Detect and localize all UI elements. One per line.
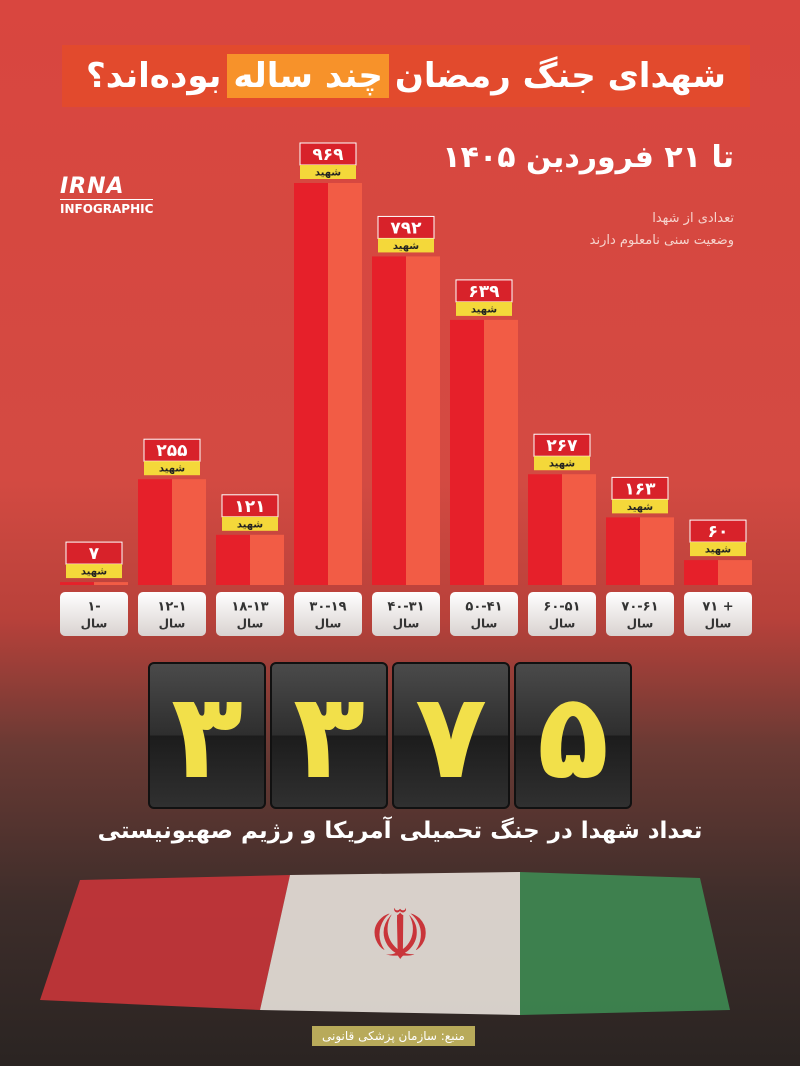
bar [60,582,128,585]
bar [372,256,440,585]
unit-box [300,165,356,179]
x-tick-unit: سال [627,617,654,631]
value-unit: شهید [549,459,575,470]
counter-digit: ۳ [148,662,266,809]
note-line: وضعیت سنی نامعلوم دارند [589,233,734,248]
x-tick-unit: سال [705,617,732,631]
x-tick-label: ۱۸-۱۳ [231,600,268,615]
bar [450,319,518,585]
source: منبع: سازمان پزشکی قانونی [312,1026,475,1046]
value-unit: شهید [705,545,731,556]
title-part: بوده‌اند؟ [86,56,222,96]
logo: IRNA INFOGRAPHIC [60,174,154,216]
x-tick-label: ۶۰-۵۱ [543,600,580,615]
unit-box [612,499,668,514]
value-label: ۲۵۵ [156,441,187,461]
emblem: ☫ [369,894,432,976]
x-tick-unit: سال [81,617,108,631]
note: تعدادی از شهدا وضعیت سنی نامعلوم دارند [590,208,734,252]
value-label: ۱۶۳ [624,479,656,499]
bar [684,560,752,585]
counter-digit: ۵ [514,662,632,809]
unit-box [690,542,746,557]
x-tick-unit: سال [471,617,498,631]
logo-label: INFOGRAPHIC [60,199,154,216]
logo-name: IRNA [60,174,125,199]
category-box [606,592,674,636]
bar [528,474,596,585]
value-label: ۹۶۹ [312,145,344,165]
counter-digit: ۷ [392,662,510,809]
value-unit: شهید [315,168,341,179]
category-box [450,592,518,636]
x-tick-label: ۱۲-۱ [157,600,186,615]
value-unit: شهید [237,519,263,530]
caption: تعداد شهدا در جنگ تحمیلی آمریکا و رژیم ص… [97,818,703,844]
value-label: ۶۳۹ [468,282,500,302]
x-tick-label: ۵۰-۴۱ [465,600,502,615]
bar [606,517,674,585]
x-tick-unit: سال [315,617,342,631]
x-tick-label: ۱- [87,600,100,615]
title-highlight: چند ساله [227,54,389,98]
category-box [684,592,752,636]
value-label: ۷ [89,544,100,564]
value-unit: شهید [393,241,419,252]
value-label: ۶۰ [708,522,729,542]
title: شهدای جنگ رمضان چند ساله بوده‌اند؟ [62,45,750,107]
category-box [372,592,440,636]
category-box [60,592,128,636]
value-label: ۱۲۱ [234,497,265,517]
unit-box [66,564,122,579]
value-unit: شهید [471,304,497,315]
value-unit: شهید [627,502,653,513]
unit-box [378,238,434,253]
x-tick-unit: سال [159,617,186,631]
x-tick-label: ۷۱ + [702,600,733,615]
value-unit: شهید [81,567,107,578]
category-box [216,592,284,636]
value-unit: شهید [159,464,185,475]
category-box [528,592,596,636]
date: تا ۲۱ فروردین ۱۴۰۵ [442,140,734,175]
x-tick-unit: سال [393,617,420,631]
title-part: شهدای جنگ رمضان [394,56,726,96]
bar [216,534,284,585]
category-box [294,592,362,636]
unit-box [222,516,278,531]
x-tick-label: ۴۰-۳۱ [387,600,424,615]
value-label: ۷۹۲ [390,218,422,238]
category-box [138,592,206,636]
note-line: تعدادی از شهدا [652,211,734,226]
bar [294,183,362,585]
flag: ☫ [40,872,730,1015]
x-tick-label: ۳۰-۱۹ [309,600,346,615]
unit-box [144,461,200,476]
counter-digit: ۳ [270,662,388,809]
unit-box [456,301,512,316]
value-label: ۲۶۷ [546,436,578,456]
x-tick-label: ۷۰-۶۱ [621,600,658,615]
x-tick-unit: سال [237,617,264,631]
x-tick-unit: سال [549,617,576,631]
unit-box [534,456,590,471]
bar [138,479,206,585]
